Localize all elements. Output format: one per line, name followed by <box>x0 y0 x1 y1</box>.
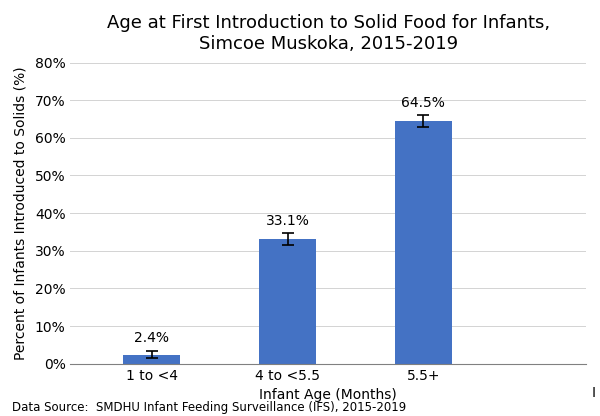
Text: I Confidence Interval: I Confidence Interval <box>592 386 600 400</box>
Text: 33.1%: 33.1% <box>266 214 310 228</box>
Text: Data Source:  SMDHU Infant Feeding Surveillance (IFS), 2015-2019: Data Source: SMDHU Infant Feeding Survei… <box>12 401 406 414</box>
Text: 64.5%: 64.5% <box>401 96 445 110</box>
Bar <box>259 239 316 364</box>
Text: 2.4%: 2.4% <box>134 331 169 345</box>
Title: Age at First Introduction to Solid Food for Infants,
Simcoe Muskoka, 2015-2019: Age at First Introduction to Solid Food … <box>107 14 550 53</box>
X-axis label: Infant Age (Months): Infant Age (Months) <box>259 388 397 402</box>
Bar <box>395 121 452 364</box>
Y-axis label: Percent of Infants Introduced to Solids (%): Percent of Infants Introduced to Solids … <box>14 66 28 360</box>
Bar <box>124 355 181 364</box>
